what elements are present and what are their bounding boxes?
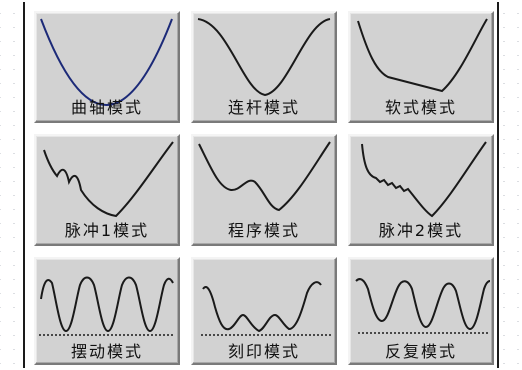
mode-label: 曲轴模式 bbox=[70, 98, 143, 117]
mode-grid: 曲轴模式 连杆模式 软式模式 脉冲1模式 程序模式 bbox=[34, 11, 494, 365]
swing-mode-button[interactable]: 摆动模式 bbox=[34, 257, 180, 365]
mode-label: 刻印模式 bbox=[227, 342, 300, 361]
program-mode-button[interactable]: 程序模式 bbox=[191, 134, 337, 246]
mode-label: 连杆模式 bbox=[227, 98, 300, 117]
mode-label: 程序模式 bbox=[227, 221, 300, 240]
soft-mode-button[interactable]: 软式模式 bbox=[348, 11, 494, 123]
mode-label: 摆动模式 bbox=[70, 342, 143, 361]
stamp-mode-button[interactable]: 刻印模式 bbox=[191, 257, 337, 365]
mode-label: 反复模式 bbox=[384, 342, 457, 361]
pulse1-mode-button[interactable]: 脉冲1模式 bbox=[34, 134, 180, 246]
mode-label: 软式模式 bbox=[384, 98, 457, 117]
mode-selection-panel: 曲轴模式 连杆模式 软式模式 脉冲1模式 程序模式 bbox=[23, 2, 499, 368]
mode-label: 脉冲1模式 bbox=[64, 221, 150, 240]
repeat-mode-button[interactable]: 反复模式 bbox=[348, 257, 494, 365]
mode-label: 脉冲2模式 bbox=[378, 221, 464, 240]
link-mode-button[interactable]: 连杆模式 bbox=[191, 11, 337, 123]
crank-mode-button[interactable]: 曲轴模式 bbox=[34, 11, 180, 123]
pulse2-mode-button[interactable]: 脉冲2模式 bbox=[348, 134, 494, 246]
